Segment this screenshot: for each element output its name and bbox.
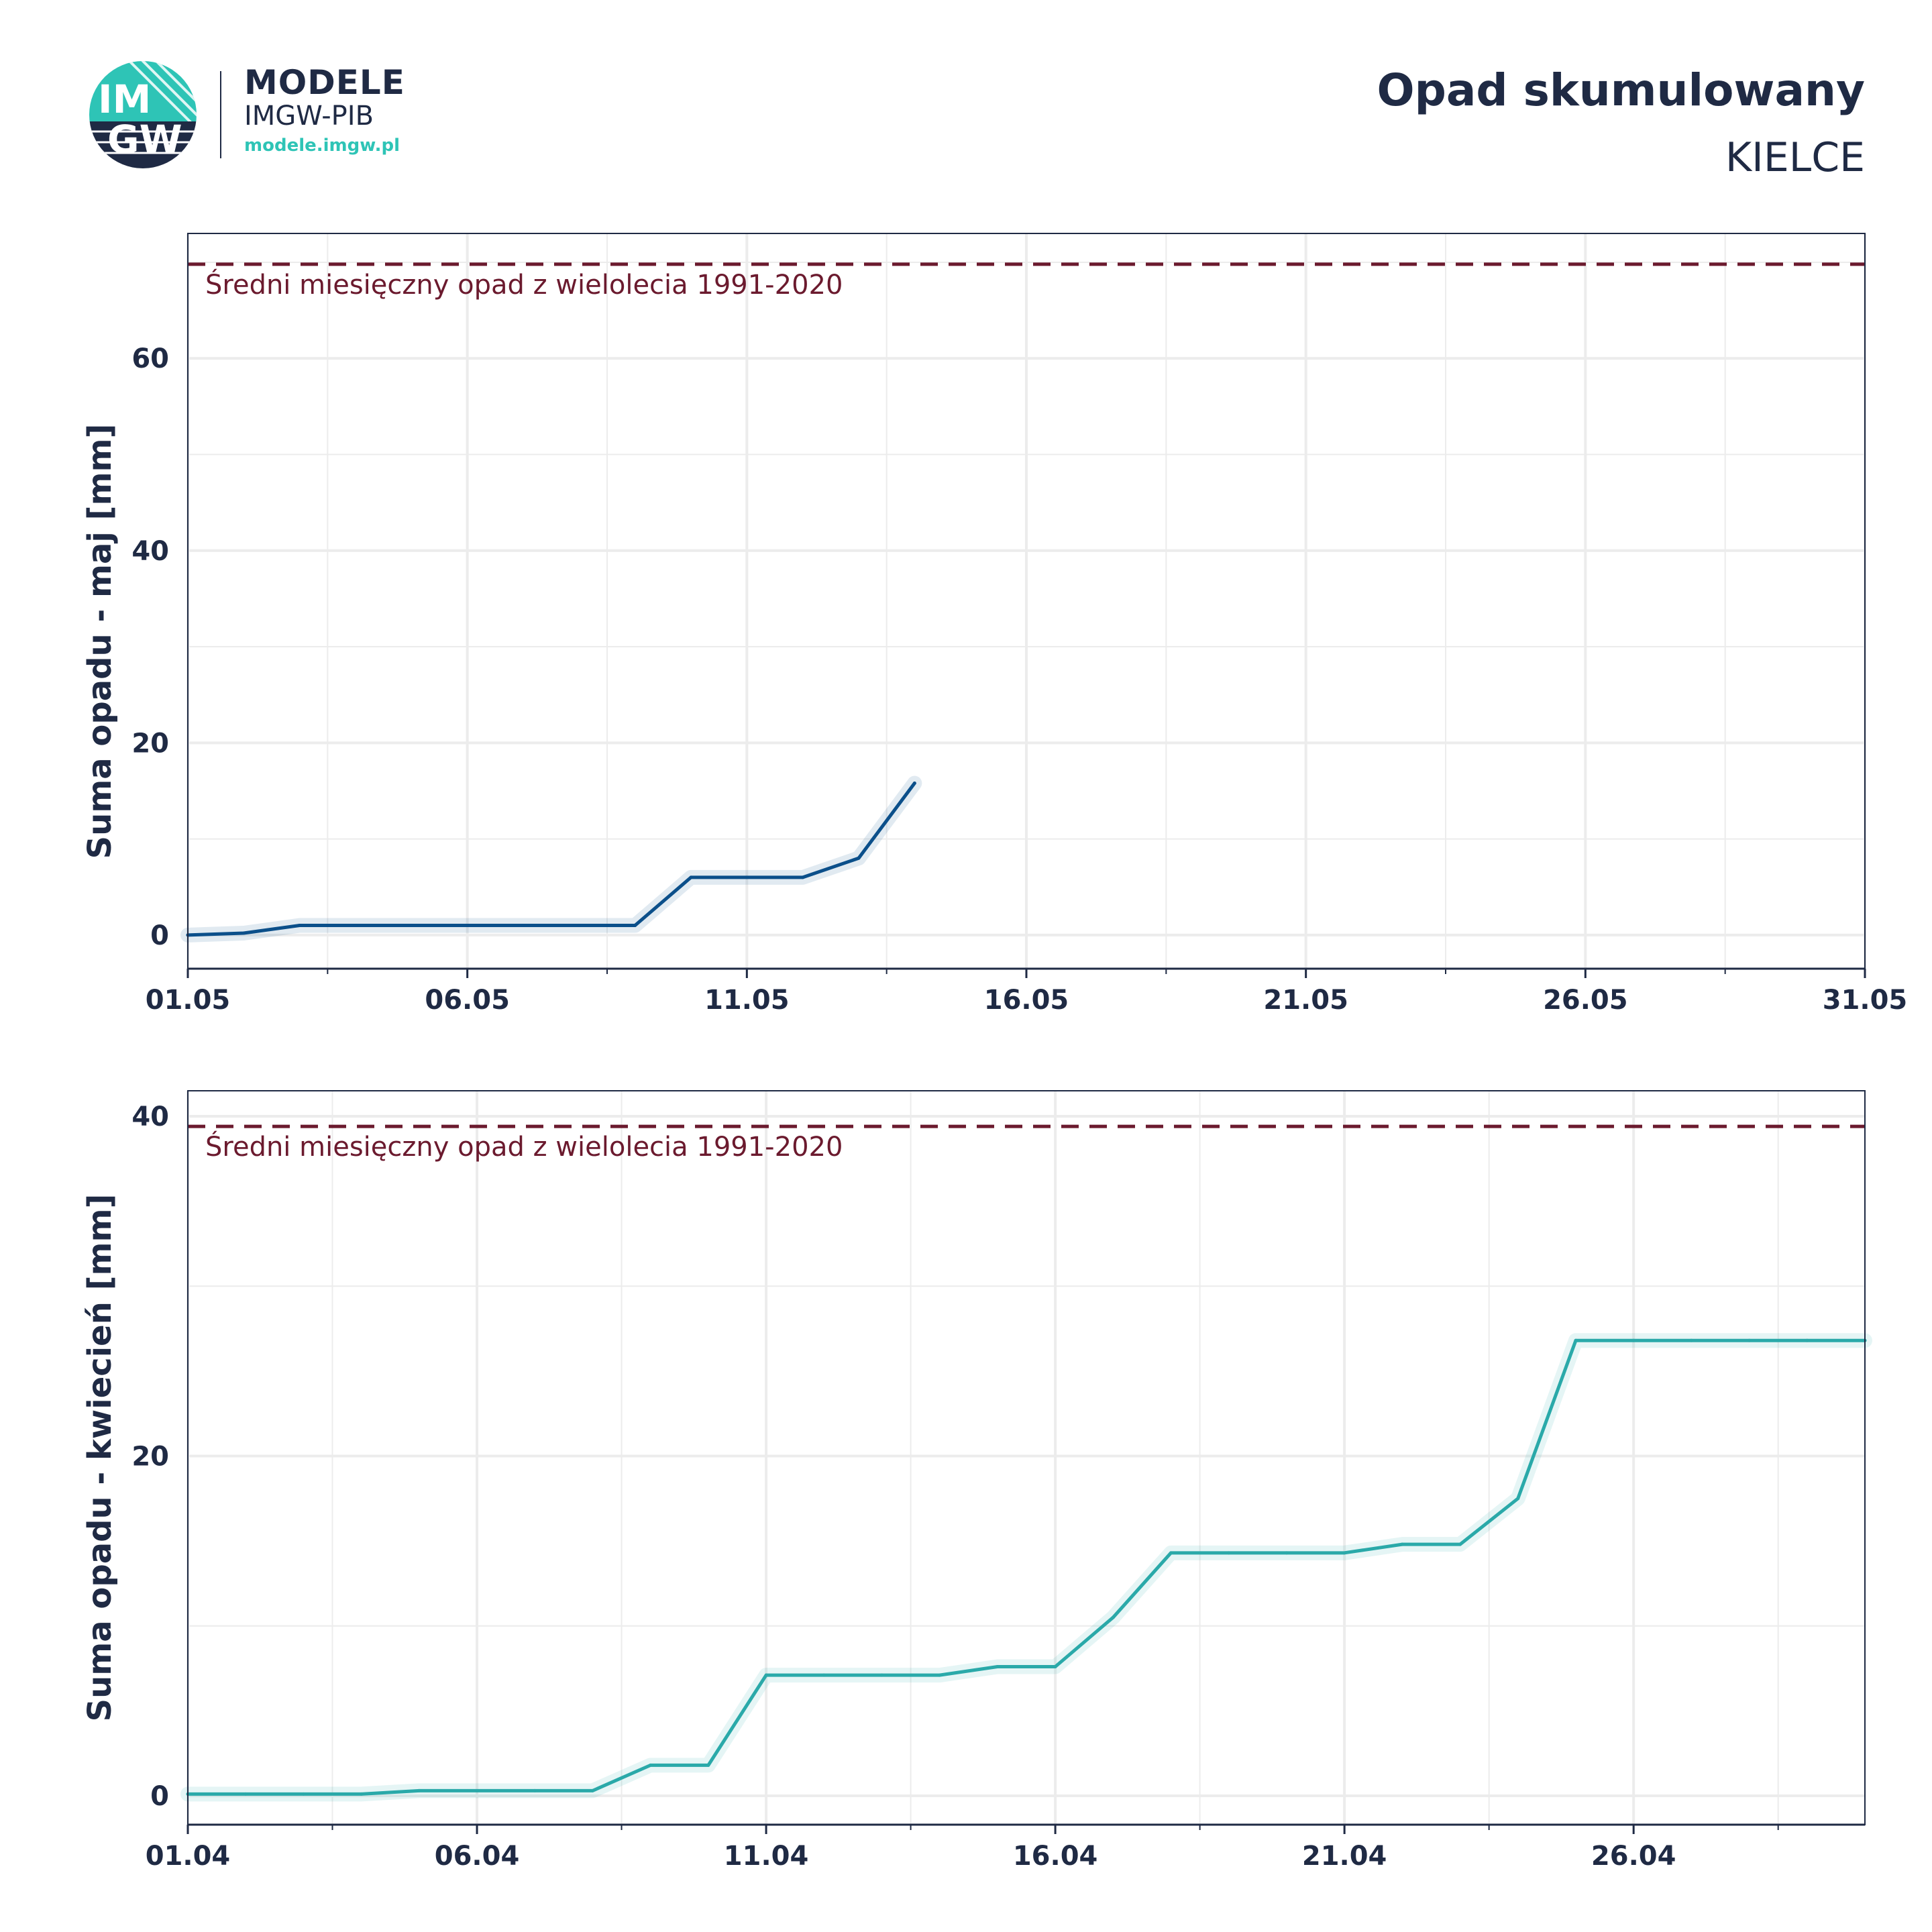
y-tick-label: 40 xyxy=(131,1102,169,1132)
data-point xyxy=(1805,1338,1809,1342)
data-point xyxy=(996,1664,1000,1668)
logo-url: modele.imgw.pl xyxy=(244,136,400,156)
logo: IM GW MODELE IMGW-PIB modele.imgw.pl xyxy=(86,58,435,178)
data-point xyxy=(533,1788,537,1792)
chart-may: Średni miesięczny opad z wielolecia 1991… xyxy=(81,233,1907,1016)
y-axis-label: Suma opadu - maj [mm] xyxy=(81,424,119,859)
data-point xyxy=(1342,1551,1346,1555)
x-tick-label: 16.04 xyxy=(1013,1841,1098,1872)
x-tick-label: 01.04 xyxy=(146,1841,231,1872)
data-point xyxy=(1285,1551,1289,1555)
x-tick-label: 06.05 xyxy=(425,985,510,1016)
page-subtitle: KIELCE xyxy=(1725,134,1865,181)
x-tick-label: 01.05 xyxy=(146,985,231,1016)
data-point xyxy=(466,924,470,928)
x-tick-label: 31.05 xyxy=(1823,985,1908,1016)
data-point xyxy=(360,1792,364,1796)
data-point xyxy=(649,1763,653,1767)
chart-0-plot: Średni miesięczny opad z wielolecia 1991… xyxy=(81,233,1907,1016)
logo-subtitle: IMGW-PIB xyxy=(244,101,374,131)
series-line xyxy=(186,781,916,937)
data-point xyxy=(475,1788,479,1792)
reference-label: Średni miesięczny opad z wielolecia 1991… xyxy=(205,1130,843,1163)
chart-1-plot: Średni miesięczny opad z wielolecia 1991… xyxy=(81,1090,1872,1872)
data-point xyxy=(577,924,581,928)
y-axis-label: Suma opadu - kwiecień [mm] xyxy=(81,1194,119,1722)
data-point xyxy=(857,856,861,860)
plot-frame xyxy=(187,1090,1866,1825)
data-point xyxy=(1400,1542,1404,1546)
data-point xyxy=(1111,1615,1115,1619)
y-tick-label: 0 xyxy=(150,1781,169,1812)
data-point xyxy=(1748,1338,1752,1342)
data-point xyxy=(417,1788,421,1792)
y-tick-label: 60 xyxy=(131,343,169,374)
data-point xyxy=(745,875,749,879)
x-tick-label: 21.04 xyxy=(1302,1841,1387,1872)
data-point xyxy=(801,875,805,879)
data-point xyxy=(938,1673,942,1677)
data-point xyxy=(689,875,693,879)
data-point xyxy=(590,1788,594,1792)
data-point xyxy=(1169,1551,1173,1555)
y-tick-label: 40 xyxy=(131,536,169,567)
x-tick-label: 26.04 xyxy=(1591,1841,1676,1872)
series-line xyxy=(186,1338,1867,1796)
data-point xyxy=(1227,1551,1231,1555)
y-tick-label: 0 xyxy=(150,920,169,951)
logo-separator xyxy=(220,71,221,158)
logo-emblem-top: IM xyxy=(98,76,151,122)
x-tick-label: 26.05 xyxy=(1543,985,1628,1016)
data-point xyxy=(1689,1338,1693,1342)
data-point xyxy=(244,1792,248,1796)
data-point xyxy=(301,1792,305,1796)
x-tick-label: 11.04 xyxy=(724,1841,809,1872)
logo-title: MODELE xyxy=(244,63,405,102)
y-tick-label: 20 xyxy=(131,728,169,759)
data-point xyxy=(354,924,358,928)
x-tick-label: 16.05 xyxy=(984,985,1069,1016)
series-band xyxy=(180,1333,1872,1802)
data-point xyxy=(1631,1338,1635,1342)
data-point xyxy=(241,931,246,935)
data-point xyxy=(764,1673,768,1677)
y-tick-label: 20 xyxy=(131,1441,169,1472)
data-point xyxy=(1053,1664,1057,1668)
data-point xyxy=(1458,1542,1462,1546)
data-point xyxy=(633,924,637,928)
data-point xyxy=(879,1673,883,1677)
data-point xyxy=(409,924,413,928)
data-point xyxy=(706,1763,710,1767)
x-tick-label: 21.05 xyxy=(1263,985,1348,1016)
data-point xyxy=(1574,1338,1578,1342)
data-point xyxy=(822,1673,826,1677)
data-point xyxy=(1516,1497,1520,1501)
data-point xyxy=(912,781,916,785)
page-title: Opad skumulowany xyxy=(1377,64,1865,116)
logo-emblem-bottom: GW xyxy=(107,117,182,162)
imgw-globe-logo-icon: IM GW xyxy=(89,61,197,168)
x-tick-label: 11.05 xyxy=(704,985,790,1016)
data-point xyxy=(521,924,525,928)
data-point xyxy=(298,924,302,928)
reference-label: Średni miesięczny opad z wielolecia 1991… xyxy=(205,268,843,301)
x-tick-label: 06.04 xyxy=(435,1841,520,1872)
